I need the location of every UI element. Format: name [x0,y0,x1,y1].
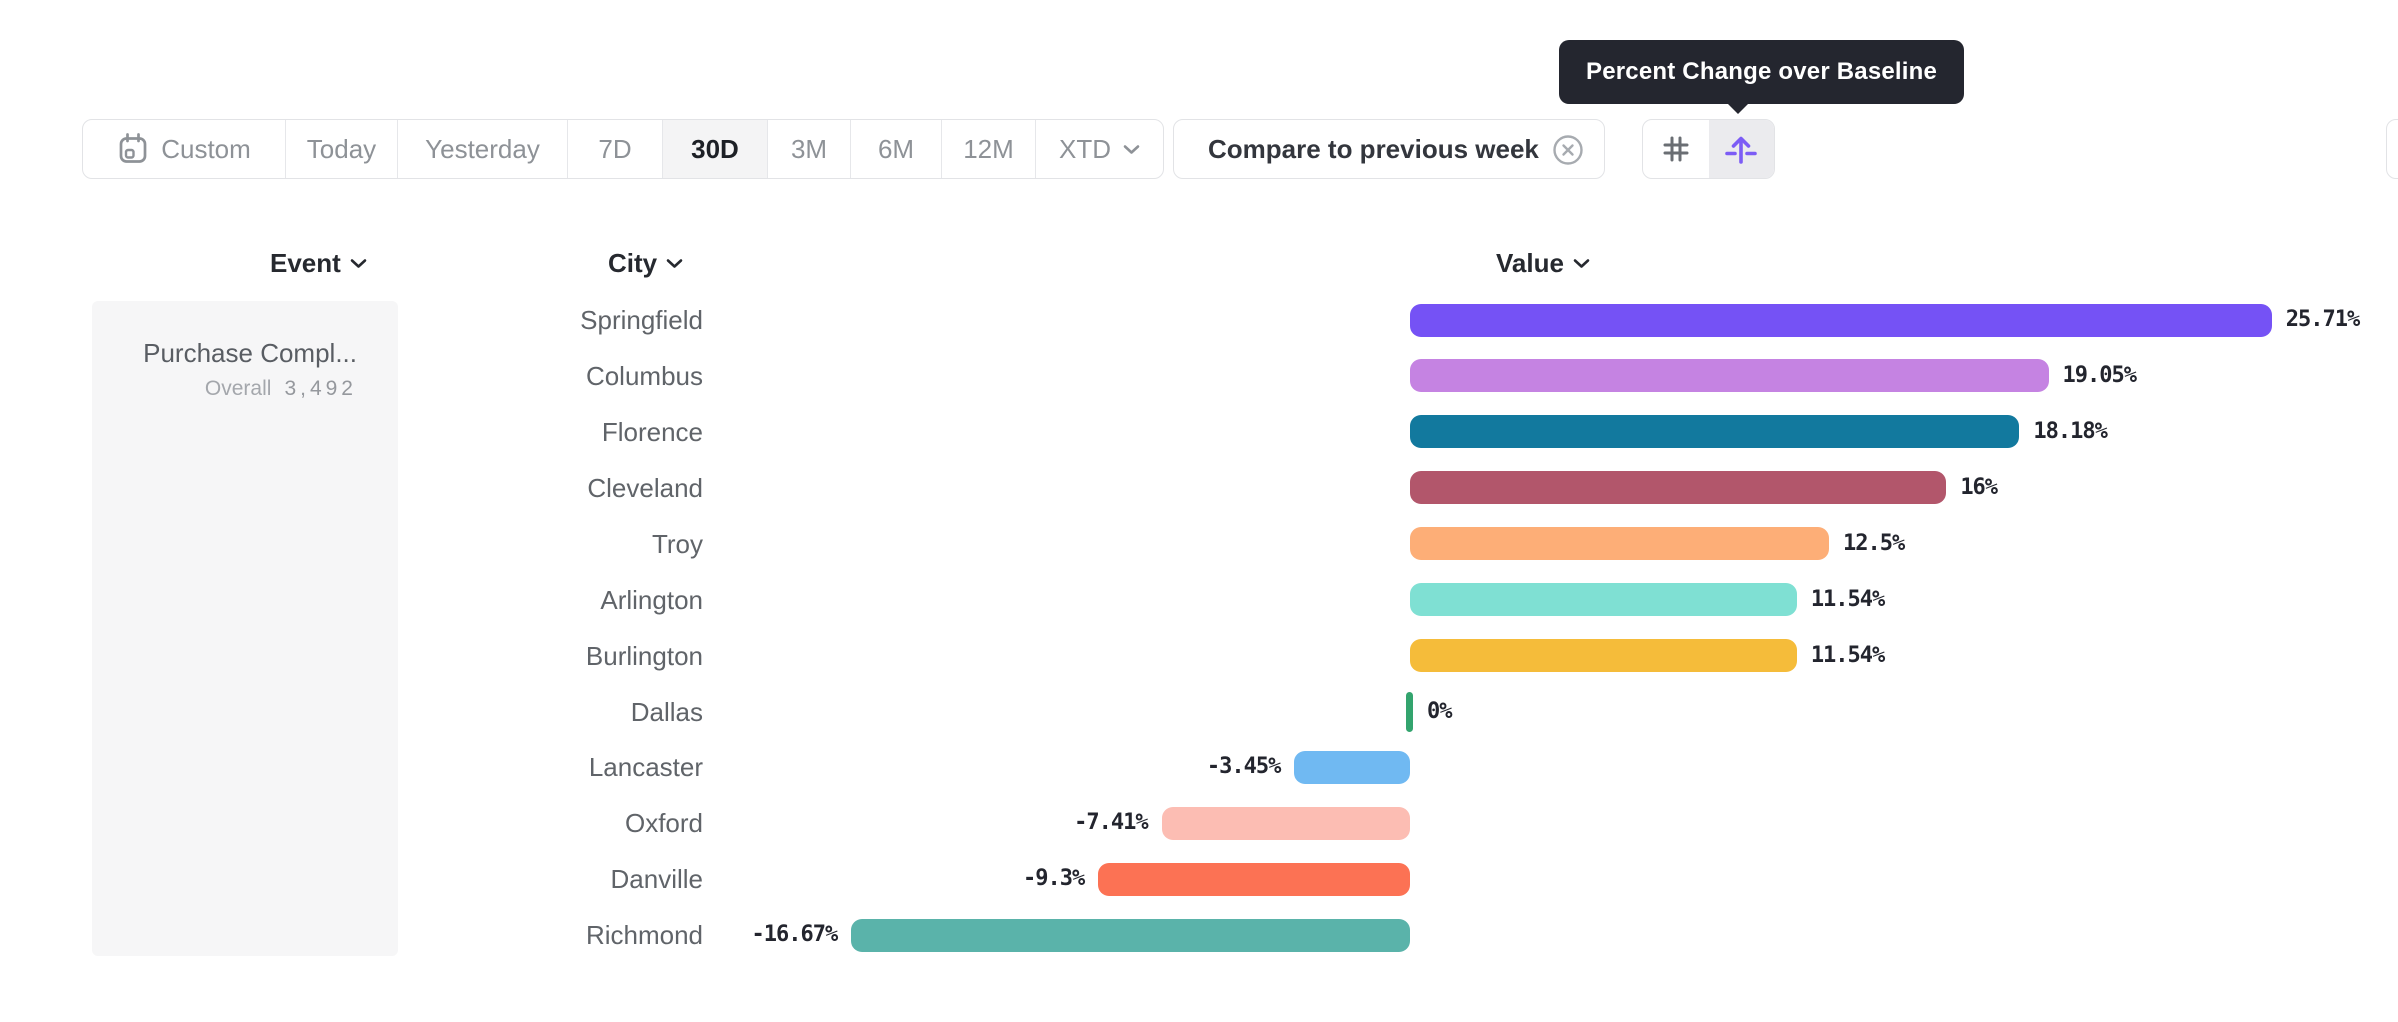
date-range-30d[interactable]: 30D [663,120,768,178]
column-header-value[interactable]: Value [1496,247,1590,279]
city-label: Lancaster [588,752,703,783]
value-label: -3.45% [1206,754,1281,780]
city-label: Columbus [585,360,703,391]
event-metric: Overall 3,492 [205,377,357,401]
chevron-down-icon [666,258,683,269]
city-label: Florence [601,416,703,447]
bar[interactable] [1294,750,1410,784]
chevron-down-icon [1123,144,1140,155]
event-name: Purchase Compl... [143,338,357,368]
grid-view-button[interactable] [1643,120,1709,178]
bar[interactable] [1098,862,1410,896]
city-label: Arlington [600,584,703,615]
bar[interactable] [1410,583,1797,617]
value-label: -7.41% [1074,810,1148,836]
event-header-label: Event [270,247,341,278]
compare-chip-label: Compare to previous week [1208,133,1539,164]
chevron-down-icon [350,258,367,269]
value-label: 11.54% [1810,642,1885,668]
bar[interactable] [1410,359,2049,393]
date-range-7d[interactable]: 7D [568,120,663,178]
date-range-control: Custom Today Yesterday 7D 30D 3M 6M 12M XTD [82,119,1164,179]
date-range-custom[interactable]: Custom [83,120,286,178]
date-range-xtd[interactable]: XTD [1036,120,1163,178]
value-label: 18.18% [2033,418,2107,444]
date-range-label: Today [306,133,377,164]
value-label: -9.3% [1023,866,1085,892]
bar[interactable] [1410,303,2272,337]
bar[interactable] [851,918,1410,952]
value-label: 12.5% [1843,530,1905,556]
grid-hash-icon [1660,133,1692,165]
cutoff-button[interactable] [2386,119,2398,179]
tooltip: Percent Change over Baseline [1559,40,1965,114]
event-metric-label: Overall [204,377,272,400]
calendar-icon [117,132,149,166]
date-range-label: 3M [790,133,828,164]
city-header-label: City [608,247,658,278]
bar[interactable] [1410,639,1797,673]
bar[interactable] [1410,415,2020,449]
column-header-city[interactable]: City [608,247,683,279]
value-label: 25.71% [2285,307,2360,332]
city-label: Dallas [630,696,703,727]
date-range-12m[interactable]: 12M [942,120,1036,178]
date-range-label: XTD [1059,133,1111,164]
bar[interactable] [1410,471,1947,505]
chevron-down-icon [1573,258,1590,269]
date-range-yesterday[interactable]: Yesterday [398,120,568,178]
bar[interactable] [1410,527,1829,561]
date-range-label: 6M [877,133,915,164]
city-label: Burlington [585,640,703,671]
date-range-3m[interactable]: 3M [768,120,851,178]
compare-chip[interactable]: Compare to previous week [1173,119,1605,179]
percent-baseline-view-button[interactable] [1708,120,1774,178]
zero-value-tick[interactable] [1406,691,1413,732]
date-range-label: 12M [963,133,1014,164]
tooltip-caret [1727,103,1749,114]
city-label: Springfield [580,305,703,335]
date-range-6m[interactable]: 6M [851,120,942,178]
city-label: Danville [610,864,704,895]
value-header-label: Value [1496,247,1564,278]
date-range-label: 30D [691,133,739,164]
city-label: Troy [651,528,703,559]
value-label: 16% [1960,474,1998,500]
tooltip-text: Percent Change over Baseline [1586,58,1938,85]
value-label: -16.67% [751,922,839,948]
city-label: Richmond [585,920,703,951]
value-label: 0% [1427,698,1452,724]
view-toggle [1642,119,1775,179]
event-panel[interactable] [92,301,398,956]
event-metric-value: 3,492 [284,377,357,400]
value-label: 11.54% [1810,586,1885,612]
close-circle-icon[interactable] [1552,134,1584,166]
city-label: Cleveland [587,472,703,503]
date-range-label: Custom [161,133,251,164]
date-range-label: 7D [598,133,632,164]
date-range-label: Yesterday [425,133,540,164]
column-header-event[interactable]: Event [270,247,367,279]
bar[interactable] [1161,806,1410,840]
city-label: Oxford [624,808,703,839]
percent-change-baseline-icon [1723,131,1759,167]
date-range-today[interactable]: Today [286,120,398,178]
value-label: 19.05% [2062,362,2137,388]
